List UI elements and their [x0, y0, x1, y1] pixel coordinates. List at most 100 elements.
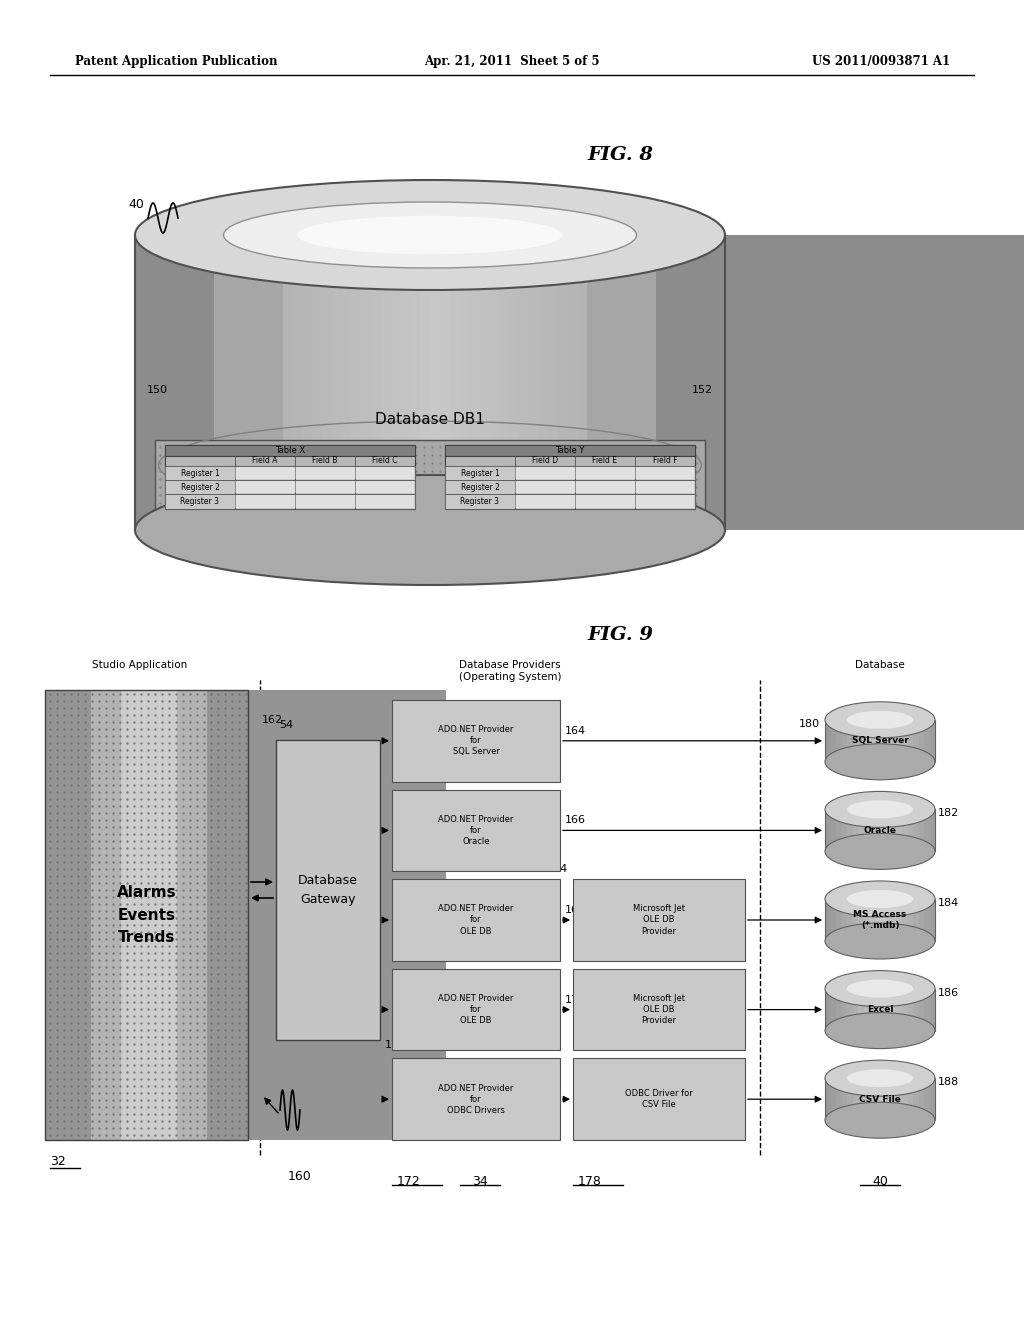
Text: 170: 170: [385, 1040, 407, 1049]
Bar: [853, 899, 858, 941]
Bar: [165, 445, 415, 455]
Bar: [853, 719, 858, 762]
Bar: [445, 494, 695, 508]
Bar: [223, 235, 813, 531]
Bar: [902, 1078, 907, 1121]
Bar: [930, 809, 935, 851]
Text: 164: 164: [565, 726, 586, 735]
Bar: [45, 690, 248, 1140]
Bar: [847, 719, 853, 762]
Bar: [155, 235, 744, 531]
Ellipse shape: [825, 1102, 935, 1138]
Bar: [222, 690, 426, 1140]
Bar: [263, 235, 853, 531]
Bar: [825, 899, 935, 941]
Bar: [234, 495, 414, 507]
Bar: [392, 789, 560, 871]
Bar: [874, 809, 880, 851]
Bar: [919, 1078, 924, 1121]
Text: Database: Database: [855, 660, 905, 671]
Bar: [825, 989, 830, 1031]
Bar: [165, 494, 415, 508]
Bar: [445, 455, 695, 466]
Text: Oracle: Oracle: [863, 826, 896, 836]
Bar: [919, 809, 924, 851]
Bar: [686, 235, 1024, 531]
Bar: [194, 235, 784, 531]
Bar: [924, 989, 930, 1031]
Bar: [646, 235, 1024, 531]
Bar: [392, 1059, 560, 1140]
Ellipse shape: [825, 970, 935, 1007]
Text: Microsoft Jet
OLE DB
Provider: Microsoft Jet OLE DB Provider: [633, 994, 685, 1026]
Bar: [272, 235, 862, 531]
Bar: [573, 1059, 745, 1140]
Bar: [573, 969, 745, 1051]
Bar: [165, 466, 415, 480]
Ellipse shape: [825, 880, 935, 917]
Bar: [193, 690, 395, 1140]
Bar: [853, 989, 858, 1031]
Text: ADO.NET Provider
for
ODBC Drivers: ADO.NET Provider for ODBC Drivers: [438, 1084, 514, 1115]
Text: ADO.NET Provider
for
OLE DB: ADO.NET Provider for OLE DB: [438, 904, 514, 936]
Bar: [919, 989, 924, 1031]
Bar: [341, 235, 932, 531]
Bar: [869, 719, 874, 762]
Bar: [66, 690, 268, 1140]
Text: 40: 40: [128, 198, 144, 211]
Bar: [930, 719, 935, 762]
Bar: [637, 235, 1024, 531]
Bar: [588, 235, 1024, 531]
Bar: [930, 899, 935, 941]
Bar: [165, 445, 415, 508]
Bar: [539, 235, 1024, 531]
Bar: [111, 690, 314, 1140]
Bar: [573, 879, 745, 961]
Text: Field F: Field F: [652, 457, 677, 466]
Bar: [105, 690, 309, 1140]
Bar: [400, 235, 990, 531]
Bar: [126, 690, 329, 1140]
Bar: [913, 899, 919, 941]
Bar: [361, 235, 951, 531]
Bar: [886, 899, 891, 941]
Text: Studio Application: Studio Application: [92, 660, 187, 671]
Bar: [907, 989, 913, 1031]
Bar: [489, 235, 1024, 531]
Ellipse shape: [847, 800, 913, 818]
Text: 150: 150: [147, 385, 168, 395]
Bar: [322, 235, 911, 531]
Text: 40: 40: [872, 1175, 888, 1188]
Bar: [836, 809, 842, 851]
Bar: [896, 899, 902, 941]
Text: 184: 184: [938, 898, 959, 908]
Text: Register 2: Register 2: [180, 483, 219, 492]
Text: Field C: Field C: [373, 457, 397, 466]
Bar: [558, 235, 1024, 531]
Text: SQL Server: SQL Server: [852, 737, 908, 746]
Bar: [902, 809, 907, 851]
Bar: [863, 989, 869, 1031]
Bar: [836, 989, 842, 1031]
Bar: [896, 1078, 902, 1121]
Bar: [913, 989, 919, 1031]
Text: Register 3: Register 3: [461, 496, 500, 506]
Bar: [842, 809, 847, 851]
Bar: [204, 235, 794, 531]
Bar: [440, 235, 1024, 531]
Bar: [869, 1078, 874, 1121]
Text: Database DB1: Database DB1: [375, 412, 485, 428]
Bar: [706, 235, 1024, 531]
Bar: [567, 235, 1024, 531]
Bar: [392, 700, 560, 781]
Text: Field B: Field B: [312, 457, 338, 466]
Text: Alarms
Events
Trends: Alarms Events Trends: [117, 886, 176, 945]
Bar: [825, 1078, 830, 1121]
Bar: [227, 690, 431, 1140]
Bar: [627, 235, 1024, 531]
Bar: [392, 969, 560, 1051]
Ellipse shape: [297, 215, 563, 255]
Ellipse shape: [135, 475, 725, 585]
Bar: [676, 235, 1024, 531]
Bar: [880, 1078, 886, 1121]
